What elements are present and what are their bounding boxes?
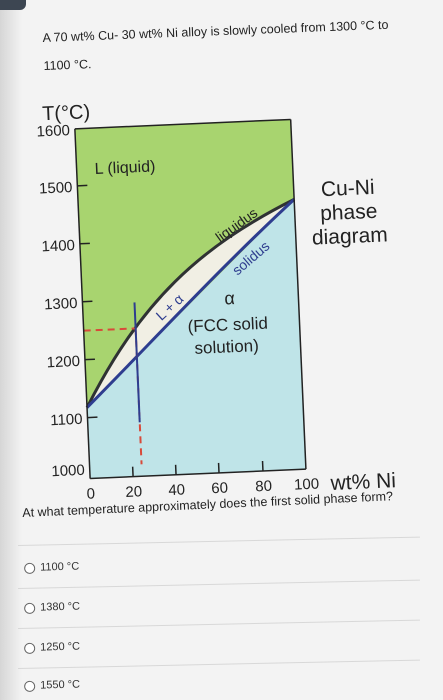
y-tick-marks [77, 184, 98, 419]
option-label: 1250 °C [39, 640, 81, 654]
window-corner [0, 0, 26, 10]
option-divider [18, 536, 420, 546]
x-tick-label: 80 [255, 478, 272, 496]
solidus-line [85, 198, 296, 409]
solid-label-line-1: (FCC solid [187, 314, 268, 336]
y-tick-label: 1600 [36, 122, 70, 140]
liquid-label: L (liquid) [94, 158, 155, 178]
radio-button[interactable] [24, 642, 36, 654]
x-tick-label: 20 [125, 483, 142, 501]
x-tick-marks [131, 460, 264, 477]
dashed-horizontal-marker [83, 327, 136, 332]
side-title-line-3: diagram [311, 223, 388, 249]
option-divider [18, 619, 420, 629]
x-tick-label: 40 [168, 481, 185, 499]
y-tick-label: 1400 [41, 237, 75, 255]
liquidus-line [85, 198, 295, 409]
y-axis [74, 128, 91, 479]
right-border [289, 119, 307, 470]
option-label: 1100 °C [39, 560, 80, 574]
x-tick-label: 0 [86, 485, 95, 502]
option-1250[interactable]: 1250 °C [24, 641, 80, 654]
x-tick-label: 100 [294, 476, 320, 494]
y-tick-label: 1200 [46, 353, 80, 371]
x-tick-label: 60 [211, 480, 228, 498]
phase-diagram: 1600 1500 1400 1300 1200 1100 1000 T(°C)… [36, 101, 396, 502]
solid-label-line-2: solution) [194, 336, 259, 358]
y-axis-title: T(°C) [42, 101, 91, 125]
radio-button[interactable] [24, 602, 36, 614]
y-tick-label: 1000 [51, 462, 85, 480]
option-label: 1550 °C [39, 678, 81, 692]
side-title-line-2: phase [320, 200, 378, 225]
y-tick-label: 1500 [39, 179, 73, 197]
solid-region [87, 199, 306, 479]
option-divider [18, 659, 420, 669]
option-1380[interactable]: 1380 °C [24, 601, 80, 614]
page-edge-shadow [0, 0, 22, 700]
radio-button[interactable] [24, 562, 36, 574]
alpha-label: α [224, 288, 235, 308]
option-divider [18, 579, 420, 589]
dashed-vertical-marker [134, 328, 143, 465]
option-label: 1380 °C [39, 600, 81, 614]
y-tick-label: 1300 [44, 295, 78, 313]
radio-button[interactable] [24, 680, 36, 692]
side-title-line-1: Cu-Ni [320, 176, 375, 201]
composition-line [133, 302, 141, 423]
x-axis [90, 468, 306, 480]
top-border [74, 118, 291, 130]
x-axis-title: wt% Ni [329, 469, 396, 495]
option-1100[interactable]: 1100 °C [24, 561, 79, 574]
option-1550[interactable]: 1550 °C [24, 679, 80, 692]
y-tick-label: 1100 [50, 411, 83, 429]
